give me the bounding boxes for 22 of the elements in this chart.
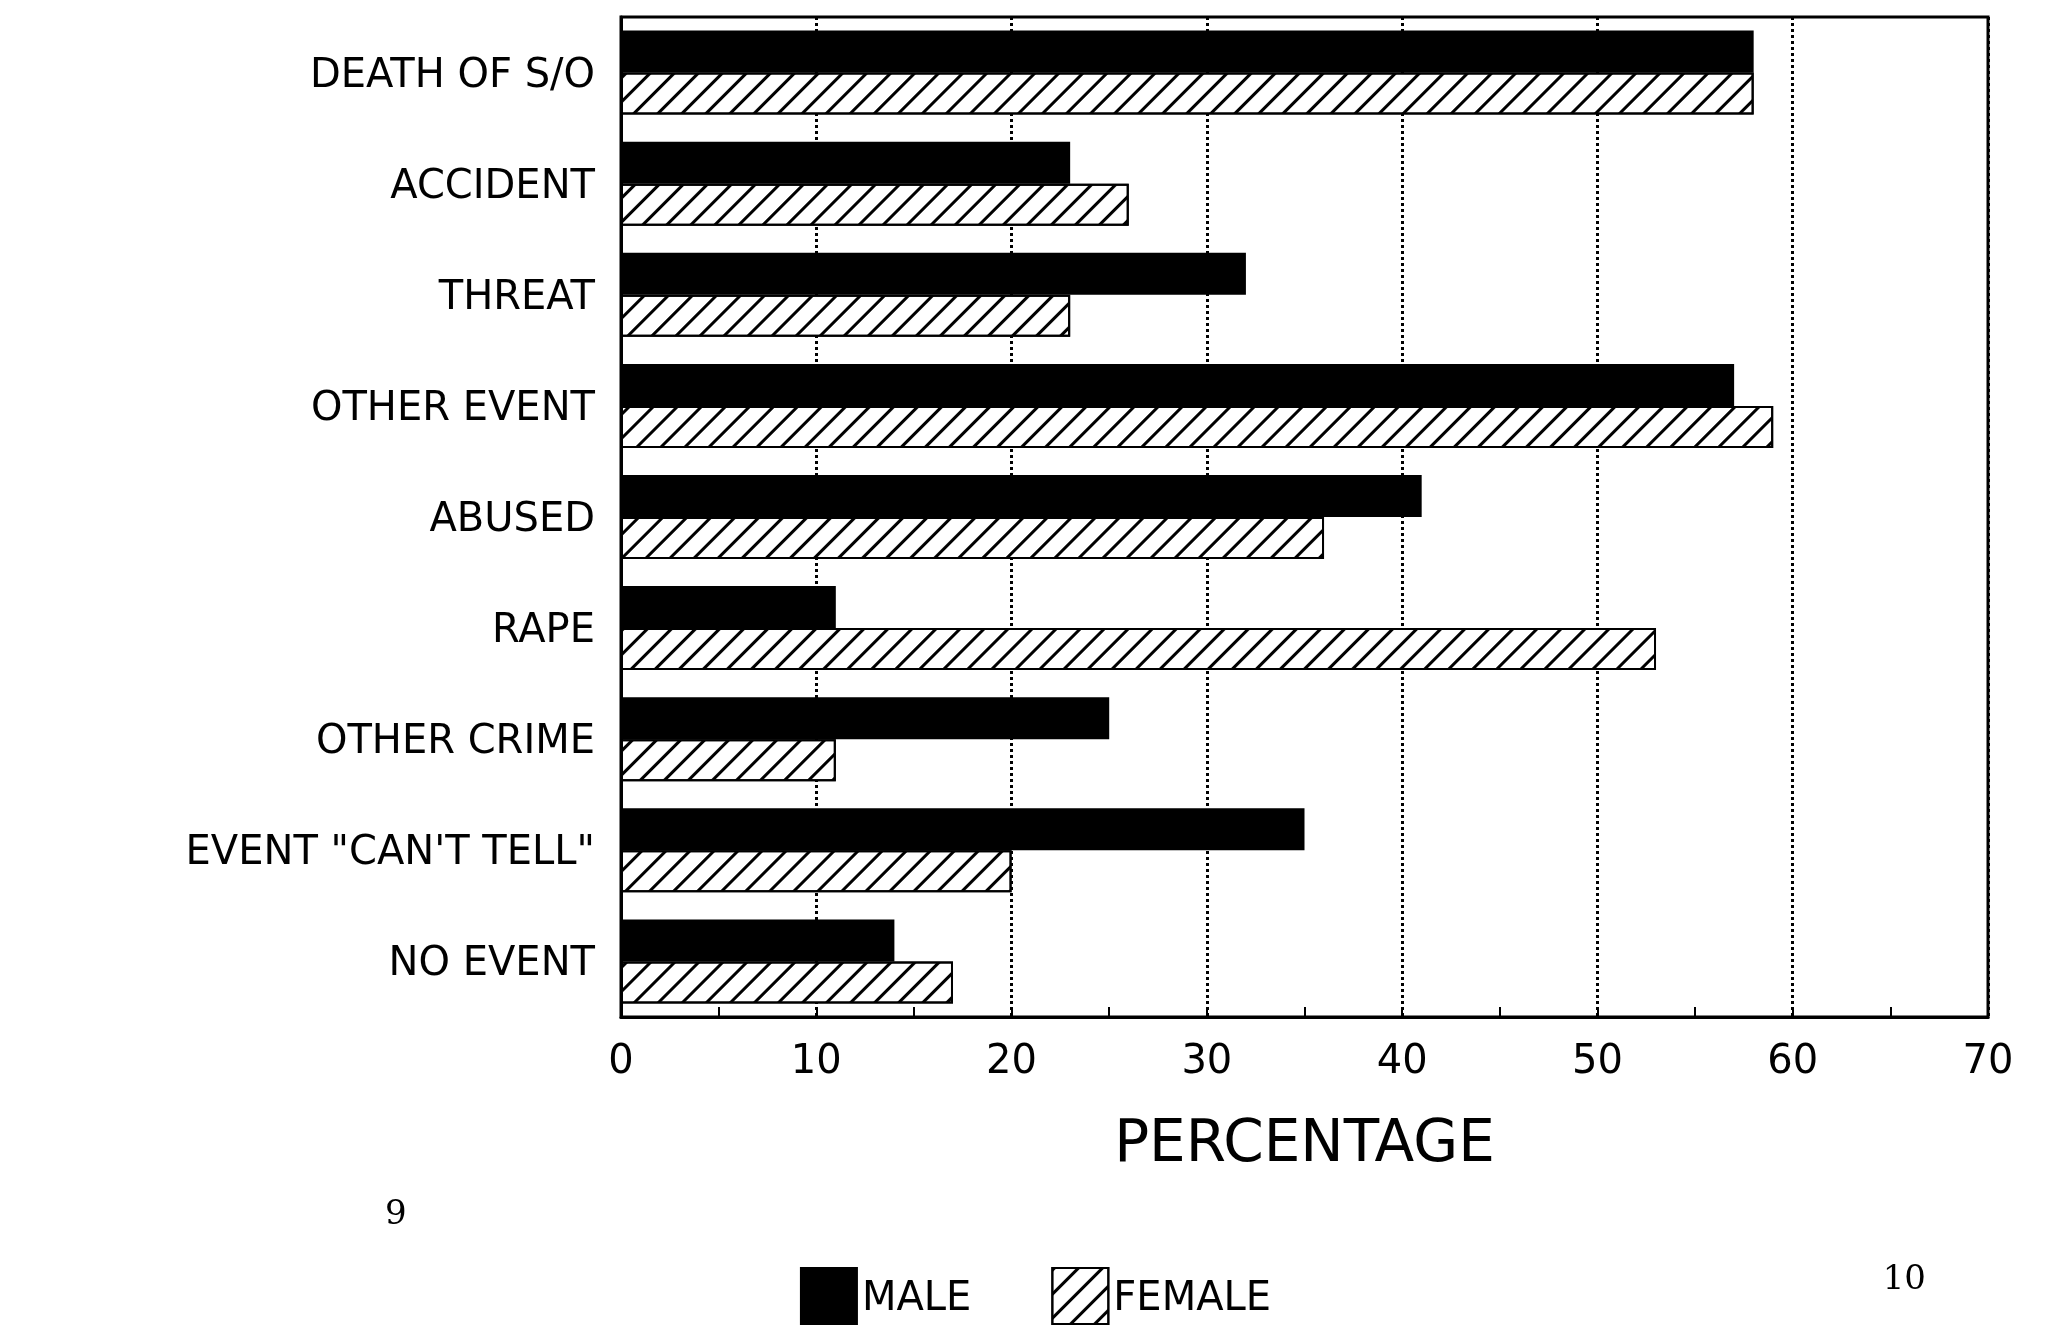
x-tick-label: 0 — [608, 1036, 634, 1082]
y-tick-label: NO EVENT — [388, 938, 596, 985]
x-tick-label: 30 — [1181, 1036, 1233, 1082]
x-axis-title: PERCENTAGE — [1114, 1107, 1495, 1175]
y-tick-label: ABUSED — [429, 494, 595, 540]
y-tick-label: OTHER EVENT — [310, 382, 596, 429]
text: 10 — [1882, 1257, 1926, 1297]
x-tick-label: 60 — [1767, 1036, 1819, 1082]
x-tick-label: 10 — [790, 1036, 842, 1082]
y-tick-label: EVENT "CAN'T TELL" — [185, 827, 595, 874]
y-tick-label: RAPE — [492, 605, 595, 652]
text: 9 — [385, 1192, 407, 1232]
x-tick-label: 40 — [1376, 1036, 1428, 1082]
legend-label: MALE — [861, 1273, 972, 1319]
y-tick-label: DEATH OF S/O — [309, 49, 595, 96]
y-tick-label: ACCIDENT — [390, 160, 596, 207]
x-tick-label: 70 — [1962, 1036, 2014, 1082]
legend-label: FEMALE — [1113, 1273, 1272, 1319]
y-tick-label: THREAT — [437, 271, 596, 318]
y-tick-label: OTHER CRIME — [315, 716, 595, 763]
x-tick-label: 20 — [986, 1036, 1038, 1082]
x-tick-label: 50 — [1571, 1036, 1623, 1082]
